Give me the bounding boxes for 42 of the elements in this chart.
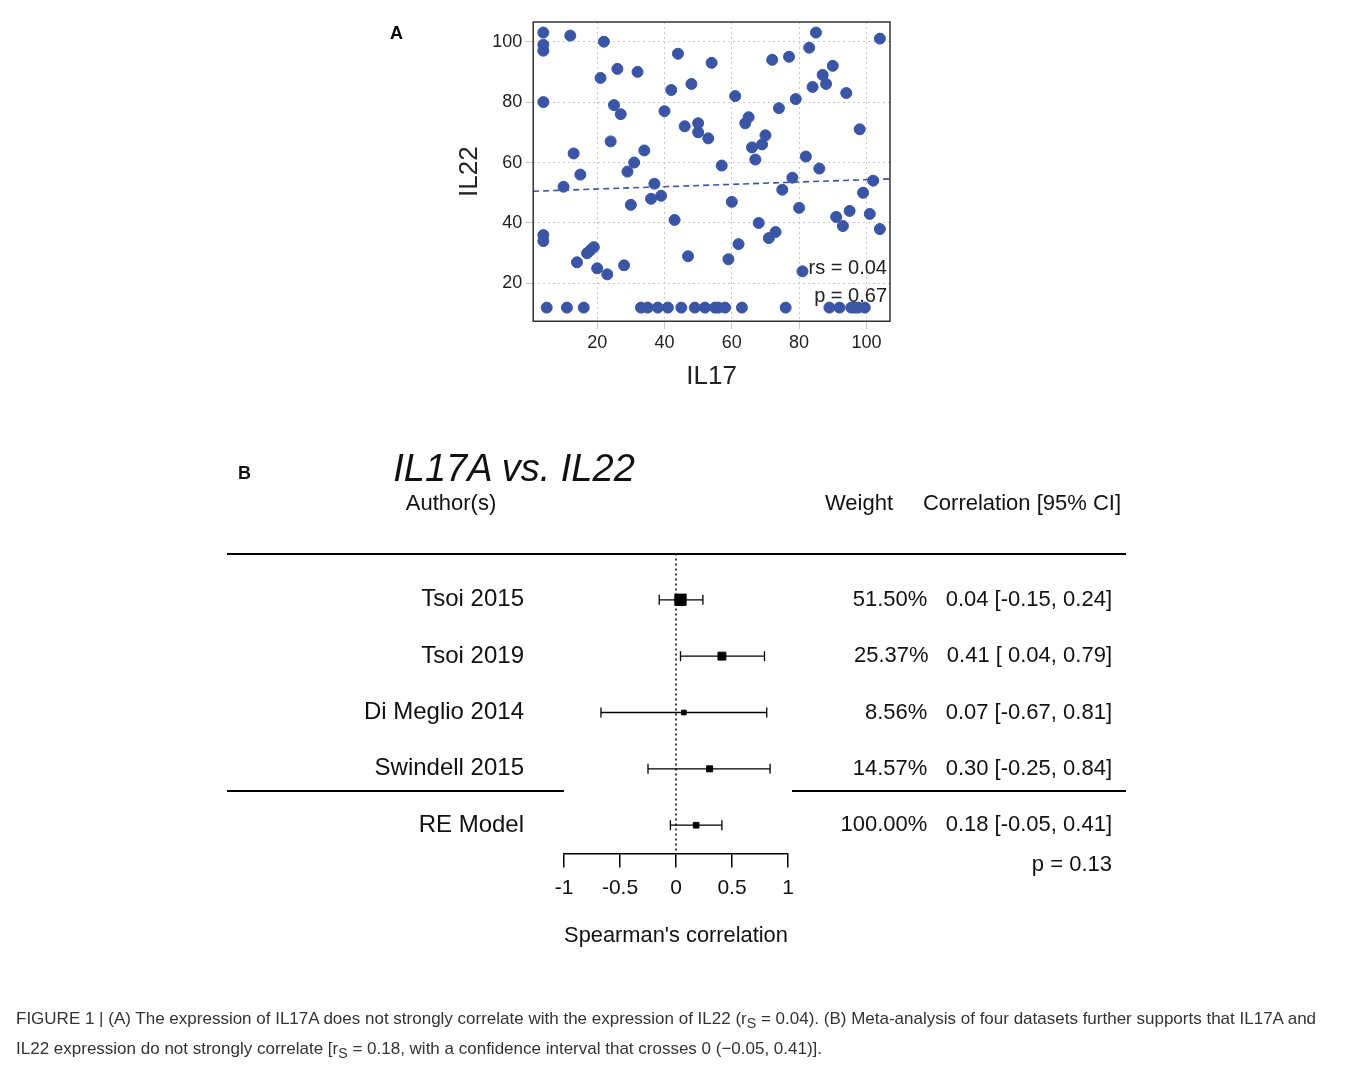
text: Author(s): [405, 490, 497, 516]
y-tick-label: 20: [502, 272, 523, 293]
y-tick-label: 100: [492, 30, 523, 51]
x-tick-label: 20: [587, 331, 608, 352]
x-tick-label: 80: [789, 331, 810, 352]
x-tick-label: 0.5: [717, 874, 747, 898]
data-label: 14.57% 0.30 [-0.25, 0.84]: [852, 754, 1112, 780]
annotation: rs = 0.04: [808, 255, 887, 278]
text: Correlation [95% CI]: [922, 490, 1122, 516]
chart-title: IL17A vs. IL22: [393, 447, 635, 490]
y-axis-title: IL22: [452, 146, 483, 197]
x-tick-label: -1: [554, 874, 574, 898]
point: [717, 651, 727, 661]
x-tick-label: 60: [721, 331, 742, 352]
y-tick-label: 40: [502, 211, 523, 232]
y-tick-label: 60: [502, 151, 523, 172]
y-tick-label: RE Model: [418, 809, 524, 837]
y-tick-label: Di Meglio 2014: [363, 697, 524, 725]
text: B: [238, 462, 251, 483]
data-label: 51.50% 0.04 [-0.15, 0.24]: [852, 585, 1112, 611]
x-axis-title: IL17: [686, 359, 737, 390]
x-tick-label: -0.5: [601, 874, 639, 898]
x-tick-label: 0: [670, 874, 682, 898]
annotation: p = 0.67: [814, 283, 887, 306]
y-tick-label: Tsoi 2019: [421, 640, 524, 668]
data-label: 8.56% 0.07 [-0.67, 0.81]: [864, 698, 1112, 724]
text: p = 0.13: [1031, 851, 1112, 877]
x-tick-label: 100: [851, 331, 882, 352]
data-label: 25.37% 0.41 [ 0.04, 0.79]: [853, 642, 1112, 668]
y-tick-label: Tsoi 2015: [421, 584, 524, 612]
point: [681, 709, 687, 716]
point: [692, 821, 700, 829]
x-tick-label: 40: [654, 331, 675, 352]
text: FIGURE 1 | (A) The expression of IL17A does not strongly correlate with the expression of IL22 (r$_{S}$ = 0.04). (B) Meta-analysis of four datasets further supports that IL17A and IL22 expression do not strongly correlate [r$_{S}$ = 0.18, with a confidence interval that crosses 0 (−0.05, 0.41)].: [16, 1009, 1317, 1062]
x-axis-title: Spearman's correlation: [564, 921, 788, 947]
y-tick-label: 80: [502, 91, 523, 112]
y-tick-label: Swindell 2015: [374, 753, 524, 781]
text: A: [390, 22, 403, 43]
x-tick-label: 1: [782, 874, 794, 898]
text: Weight: [824, 490, 894, 516]
point: [706, 765, 714, 773]
data-label: 100.00% 0.18 [-0.05, 0.41]: [840, 811, 1112, 837]
